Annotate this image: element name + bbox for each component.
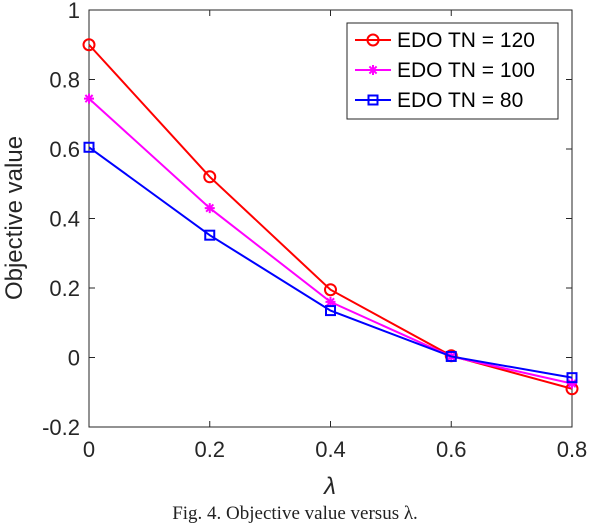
- y-tick-label: 0: [68, 346, 80, 371]
- x-tick-label: 0.8: [557, 437, 588, 462]
- legend-swatch-marker: [367, 94, 379, 106]
- legend-swatch-marker: [368, 65, 378, 75]
- y-tick-label: -0.2: [42, 415, 80, 440]
- x-tick-label: 0.6: [436, 437, 467, 462]
- data-point: [204, 203, 215, 214]
- data-point: [324, 283, 337, 297]
- series-line: [88, 44, 573, 390]
- data-point: [445, 350, 457, 362]
- legend-label: EDO TN = 100: [397, 59, 535, 82]
- x-tick-label: 0: [83, 437, 95, 462]
- legend-item: EDO TN = 120: [355, 29, 535, 52]
- y-axis-label: Objective value: [1, 136, 28, 300]
- legend-label: EDO TN = 80: [397, 89, 523, 112]
- data-point: [325, 296, 336, 307]
- legend: EDO TN = 120 EDO TN = 100 EDO TN = 80: [346, 22, 559, 120]
- data-point: [325, 305, 336, 317]
- data-point: [82, 38, 96, 52]
- legend-item: EDO TN = 100: [355, 59, 535, 82]
- y-tick-label: 0.4: [49, 207, 80, 232]
- y-tick-label: 0.2: [49, 276, 80, 301]
- axis-ticks: 0 0.2 0.4 0.6 0.8-0.200.20.40.60.81: [42, 0, 587, 462]
- series-line: [88, 146, 573, 379]
- y-tick-label: 0.8: [49, 68, 80, 93]
- data-point: [567, 378, 577, 389]
- y-tick-label: 0.6: [49, 137, 80, 162]
- legend-label: EDO TN = 120: [397, 29, 535, 52]
- data-point: [84, 93, 94, 104]
- figure-caption: Fig. 4. Objective value versus λ.: [172, 503, 418, 524]
- x-tick-label: 0.4: [315, 437, 346, 462]
- x-tick-label: 0.2: [194, 437, 225, 462]
- data-point: [204, 229, 216, 241]
- series-layer: [82, 38, 579, 396]
- legend-item: EDO TN = 80: [355, 89, 523, 112]
- data-point: [83, 141, 95, 153]
- legend-swatch-marker: [366, 33, 380, 47]
- x-axis-label: λ: [322, 473, 336, 500]
- y-tick-label: 1: [68, 0, 80, 23]
- series-2: [83, 141, 578, 384]
- data-point: [203, 170, 217, 184]
- data-point: [566, 372, 578, 384]
